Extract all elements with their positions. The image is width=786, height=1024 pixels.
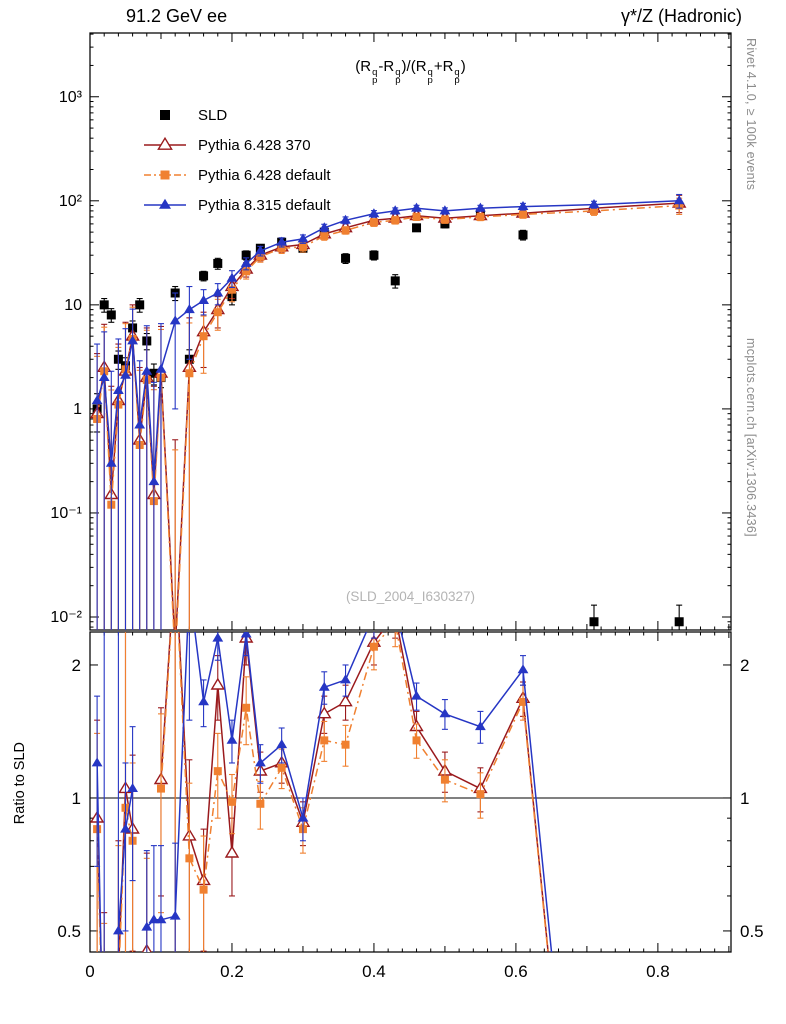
header-process: γ*/Z (Hadronic) <box>620 6 742 26</box>
svg-text:0.5: 0.5 <box>57 922 81 941</box>
series-main-pythia-8-315-default <box>91 193 685 630</box>
legend-label: SLD <box>198 106 228 124</box>
svg-text:0.6: 0.6 <box>504 962 528 981</box>
svg-text:0.4: 0.4 <box>362 962 386 981</box>
series-main-pythia-6-428-370 <box>90 194 687 630</box>
svg-text:1: 1 <box>740 789 749 808</box>
mcplots-reference-label: mcplots.cern.ch [arXiv:1306.3436] <box>744 338 758 537</box>
svg-text:10³: 10³ <box>59 89 83 106</box>
observable-formula-title: (R q p -R q p̄)/(R q p +R q p̄) <box>355 58 466 86</box>
legend-marker-sld <box>160 110 170 120</box>
svg-text:0.2: 0.2 <box>220 962 244 981</box>
series-main-pythia-6-428-default <box>93 197 684 630</box>
series-main-sld <box>92 209 684 630</box>
svg-text:10⁻²: 10⁻² <box>50 609 82 626</box>
legend-label: Pythia 8.315 default <box>198 196 331 214</box>
legend: SLD Pythia 6.428 370 Pythia 6.428 default P… <box>142 100 331 220</box>
svg-text:1: 1 <box>73 401 82 418</box>
legend-label: Pythia 6.428 default <box>198 166 331 184</box>
svg-text:10: 10 <box>64 297 82 314</box>
legend-item-pythia-6-428-370: Pythia 6.428 370 <box>142 130 331 160</box>
svg-text:1: 1 <box>72 789 81 808</box>
rivet-version-label: Rivet 4.1.0, ≥ 100k events <box>744 38 758 191</box>
header-energy: 91.2 GeV ee <box>126 6 228 26</box>
svg-text:10⁻¹: 10⁻¹ <box>50 505 82 522</box>
legend-marker-pythia-8-315-default <box>144 198 186 209</box>
svg-text:2: 2 <box>740 656 749 675</box>
svg-text:0.5: 0.5 <box>740 922 764 941</box>
legend-label: Pythia 6.428 370 <box>198 136 311 154</box>
svg-text:0: 0 <box>85 962 94 981</box>
svg-text:0.8: 0.8 <box>646 962 670 981</box>
legend-item-pythia-6-428-default: Pythia 6.428 default <box>142 160 331 190</box>
svg-text:2: 2 <box>72 656 81 675</box>
legend-item-sld: SLD <box>142 100 331 130</box>
legend-marker-pythia-6-428-default <box>144 170 186 180</box>
analysis-watermark: (SLD_2004_I630327) <box>345 589 476 604</box>
series-ratio-pythia-8-315-default <box>91 632 553 952</box>
svg-text:10²: 10² <box>59 193 83 210</box>
legend-marker-pythia-6-428-370 <box>144 136 186 150</box>
legend-item-pythia-8-315-default: Pythia 8.315 default <box>142 190 331 220</box>
